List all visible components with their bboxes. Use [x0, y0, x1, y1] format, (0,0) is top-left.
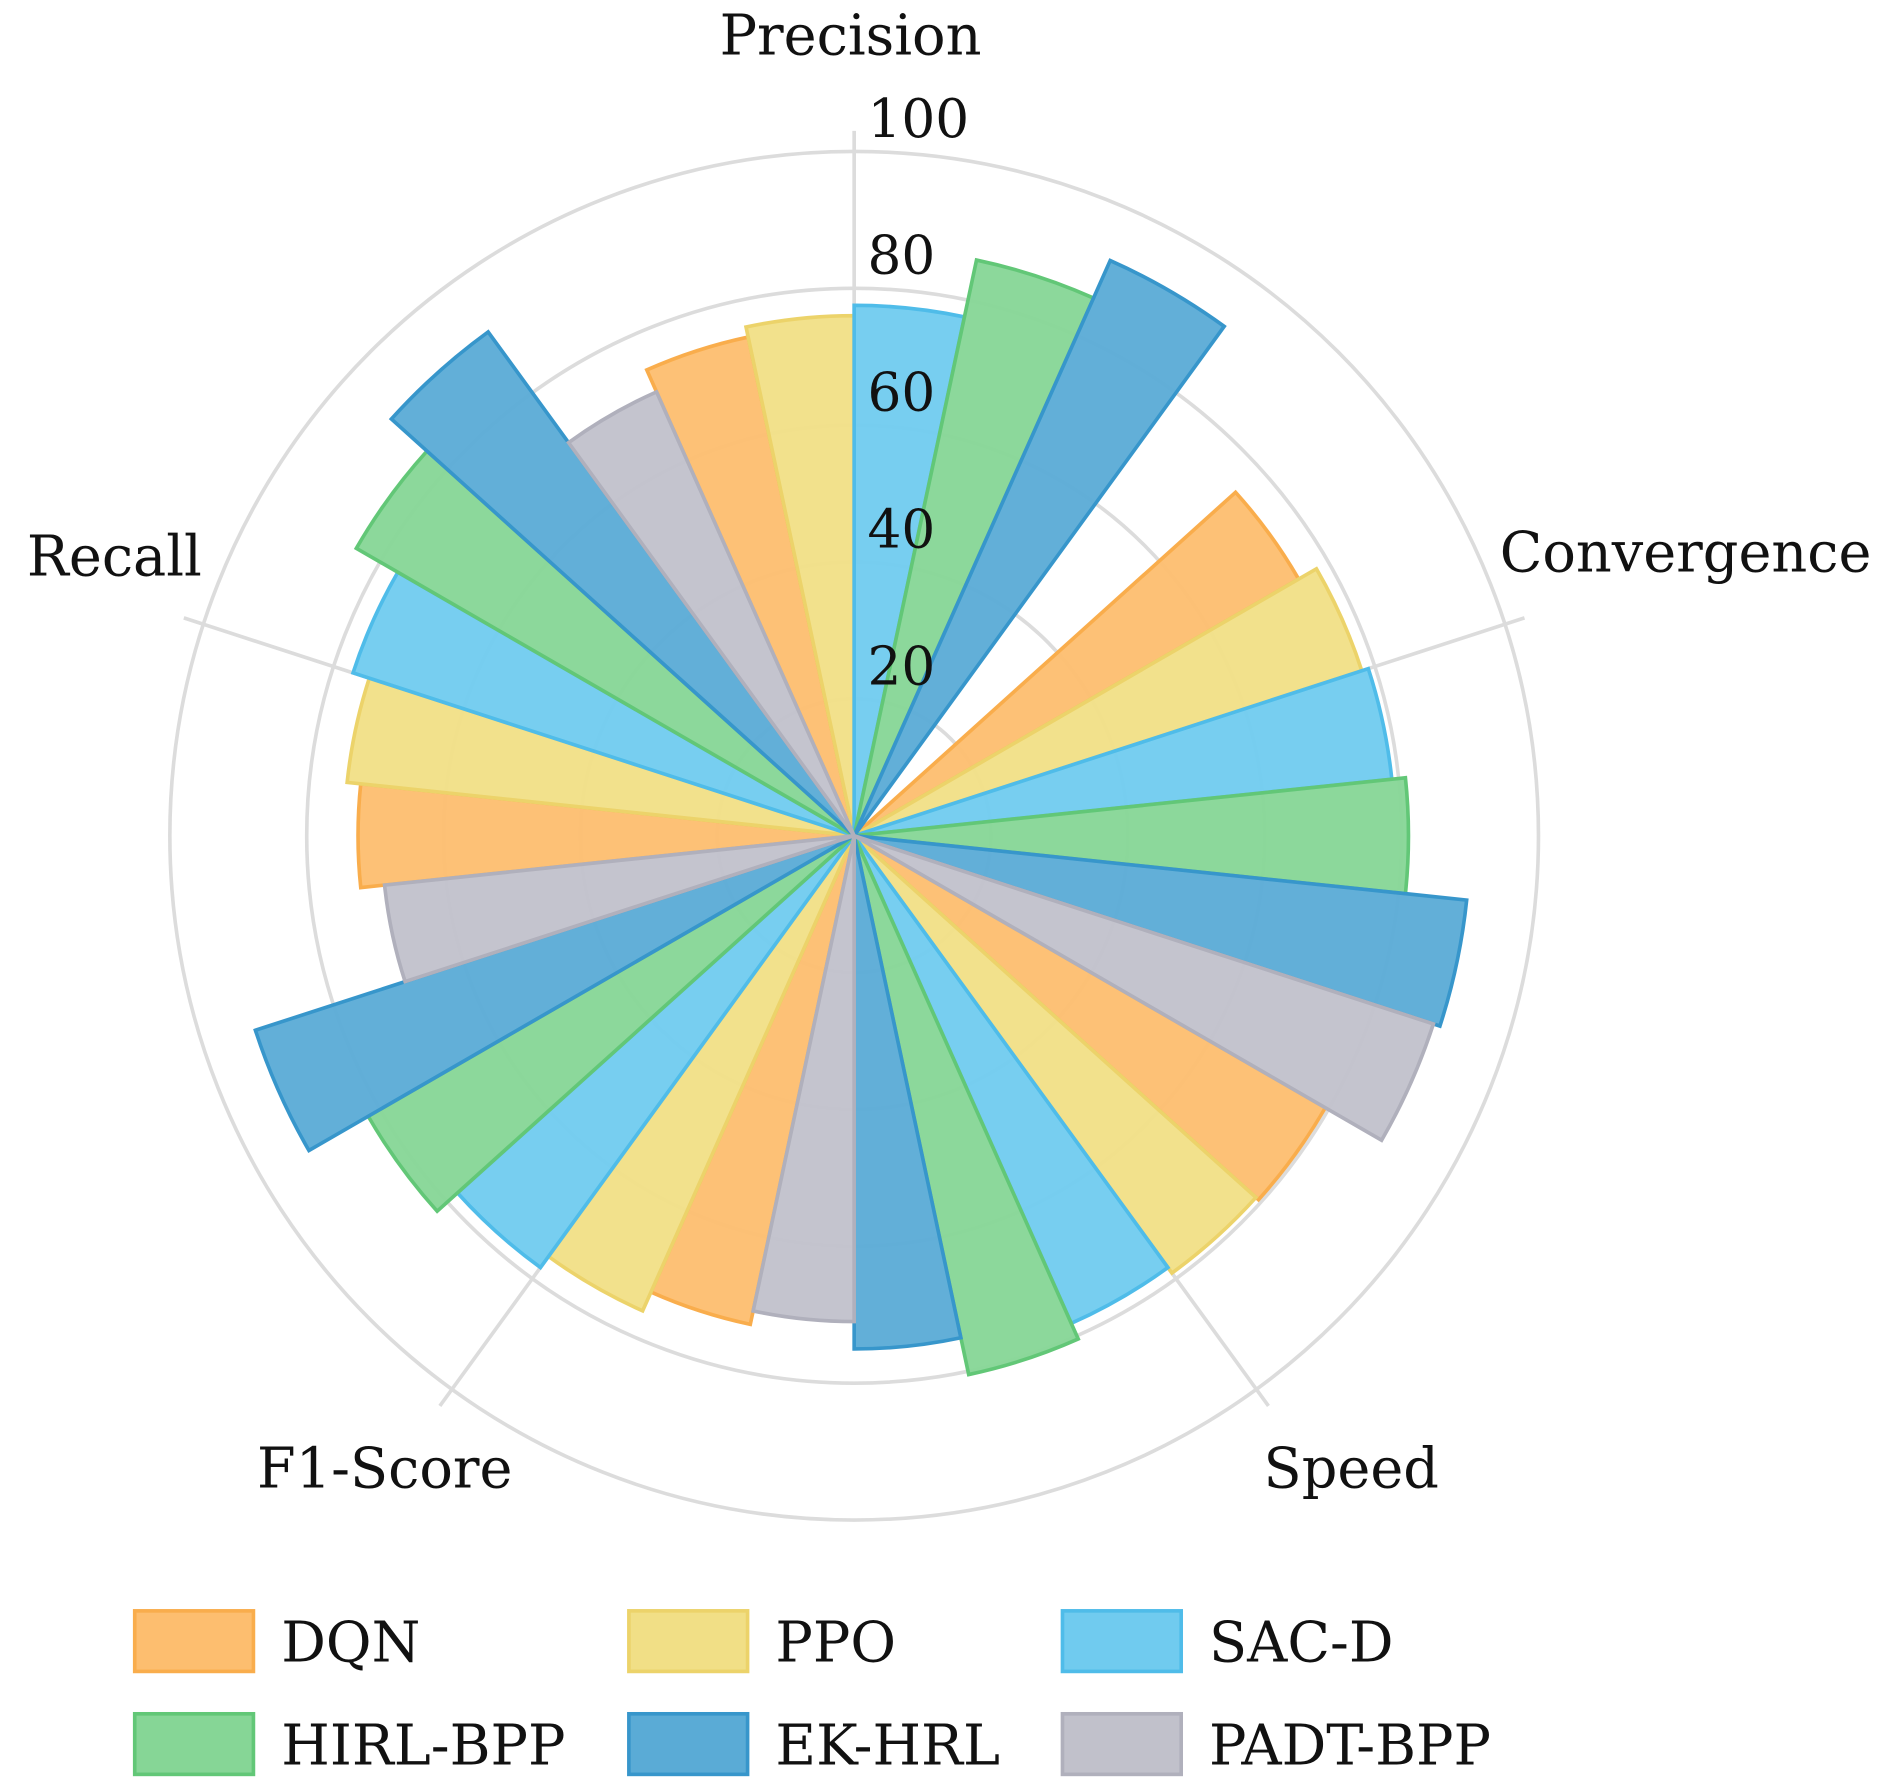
bar-padt-bpp-f1-score — [750, 835, 856, 1324]
legend: DQN PPO SAC-D HIRL-BPP EK-HRL PADT-BPP — [132, 1609, 1491, 1778]
bar-padt-bpp-recall — [382, 833, 855, 984]
tick-label-60: 60 — [867, 362, 935, 424]
bar-ppo-speed — [852, 834, 1259, 1276]
legend-label-ek-hrl: EK-HRL — [775, 1714, 1000, 1778]
category-label-recall: Recall — [27, 524, 202, 589]
legend-item-ek-hrl: EK-HRL — [627, 1711, 1000, 1778]
bar-ek-hrl-precision — [852, 258, 1227, 837]
tick-label-100: 100 — [867, 88, 969, 150]
bar-ek-hrl-f1-score — [253, 833, 856, 1153]
bars — [253, 257, 1469, 1377]
radial-ticks: 20 40 60 80 100 — [867, 88, 969, 697]
legend-label-ppo: PPO — [775, 1611, 896, 1676]
legend-item-hirl-bpp: HIRL-BPP — [132, 1711, 566, 1778]
bar-ek-hrl-convergence — [853, 833, 1469, 1029]
legend-swatch-sac-d — [1060, 1609, 1183, 1674]
legend-item-padt-bpp: PADT-BPP — [1060, 1711, 1491, 1778]
legend-label-sac-d: SAC-D — [1209, 1611, 1394, 1676]
legend-label-dqn: DQN — [281, 1611, 420, 1676]
category-label-f1-score: F1-Score — [257, 1436, 512, 1501]
bar-padt-bpp-precision — [566, 389, 856, 837]
category-label-speed: Speed — [1264, 1436, 1439, 1501]
legend-item-sac-d: SAC-D — [1060, 1609, 1394, 1676]
legend-swatch-hirl-bpp — [132, 1711, 256, 1777]
tick-label-40: 40 — [867, 498, 935, 560]
bar-ek-hrl-recall — [388, 329, 856, 838]
category-label-convergence: Convergence — [1500, 521, 1872, 586]
legend-label-padt-bpp: PADT-BPP — [1209, 1714, 1491, 1778]
category-label-precision: Precision — [720, 4, 982, 69]
legend-item-dqn: DQN — [132, 1609, 420, 1676]
bar-padt-bpp-speed — [853, 833, 1436, 1143]
legend-swatch-padt-bpp — [1060, 1711, 1183, 1777]
category-labels: Precision Convergence Speed F1-Score Rec… — [27, 4, 1872, 1502]
legend-swatch-ppo — [627, 1609, 750, 1674]
bar-ek-hrl-speed — [852, 835, 964, 1351]
tick-label-20: 20 — [867, 635, 935, 697]
legend-item-ppo: PPO — [627, 1609, 896, 1676]
bar-hirl-bpp-speed — [852, 834, 1081, 1377]
legend-swatch-dqn — [132, 1609, 256, 1674]
tick-label-80: 80 — [867, 225, 935, 287]
legend-swatch-ek-hrl — [627, 1711, 750, 1777]
legend-label-hirl-bpp: HIRL-BPP — [281, 1714, 565, 1778]
